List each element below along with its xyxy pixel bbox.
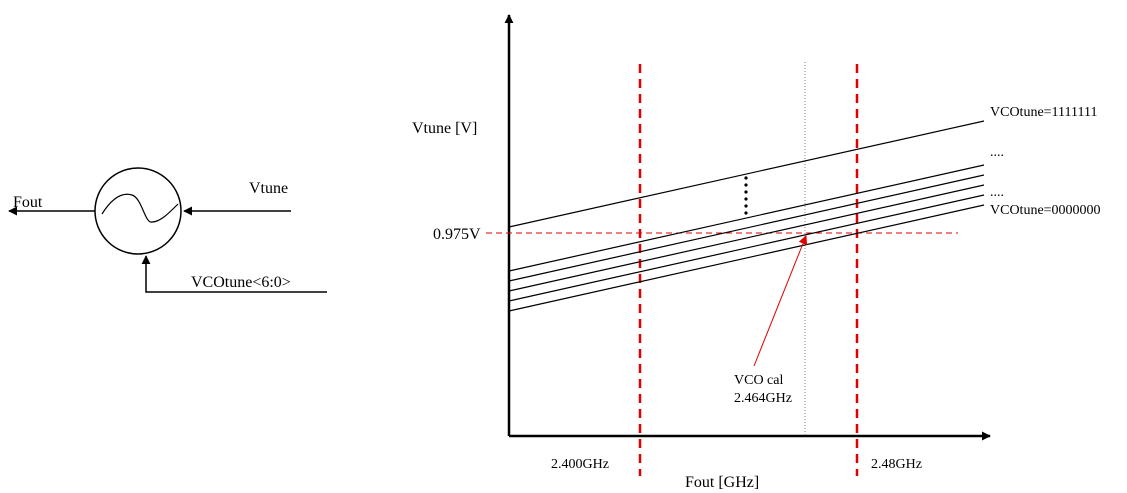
tuning-plot: Vtune [V] Fout [GHz] 0.975V 2.400GHz 2.4… [412,14,1101,491]
tuning-curve [508,184,985,292]
ellipsis-top: .... [990,145,1004,160]
output-label: Fout [13,194,43,211]
y-axis-label: Vtune [V] [412,120,477,137]
x-axis-label: Fout [GHz] [685,474,759,491]
calibration-label-line1: VCO cal [734,373,783,388]
tuning-curve [508,164,985,272]
ellipsis-bottom: .... [990,185,1004,200]
control-label: VCOtune<6:0> [191,274,291,291]
reference-voltage-label: 0.975V [433,226,481,243]
curve-top-label: VCOtune=1111111 [990,105,1097,120]
vco-symbol [94,167,182,255]
tuning-curve [508,174,985,282]
calibration-label-line2: 2.464GHz [734,391,792,406]
band-high-label: 2.48GHz [871,457,922,472]
tuning-curve [508,194,985,302]
control-arrow [141,255,327,293]
band-low-label: 2.400GHz [551,457,609,472]
vco-block: Fout Vtune VCOtune<6:0> [8,167,327,293]
sine-wave-icon [101,193,179,223]
tuning-curve-min [508,204,985,312]
input-label: Vtune [249,180,288,197]
curve-bottom-label: VCOtune=0000000 [990,203,1101,218]
intermediate-curves-dots [744,176,748,215]
tuning-curve-max [508,120,985,228]
calibration-pointer-arrow [753,235,808,367]
